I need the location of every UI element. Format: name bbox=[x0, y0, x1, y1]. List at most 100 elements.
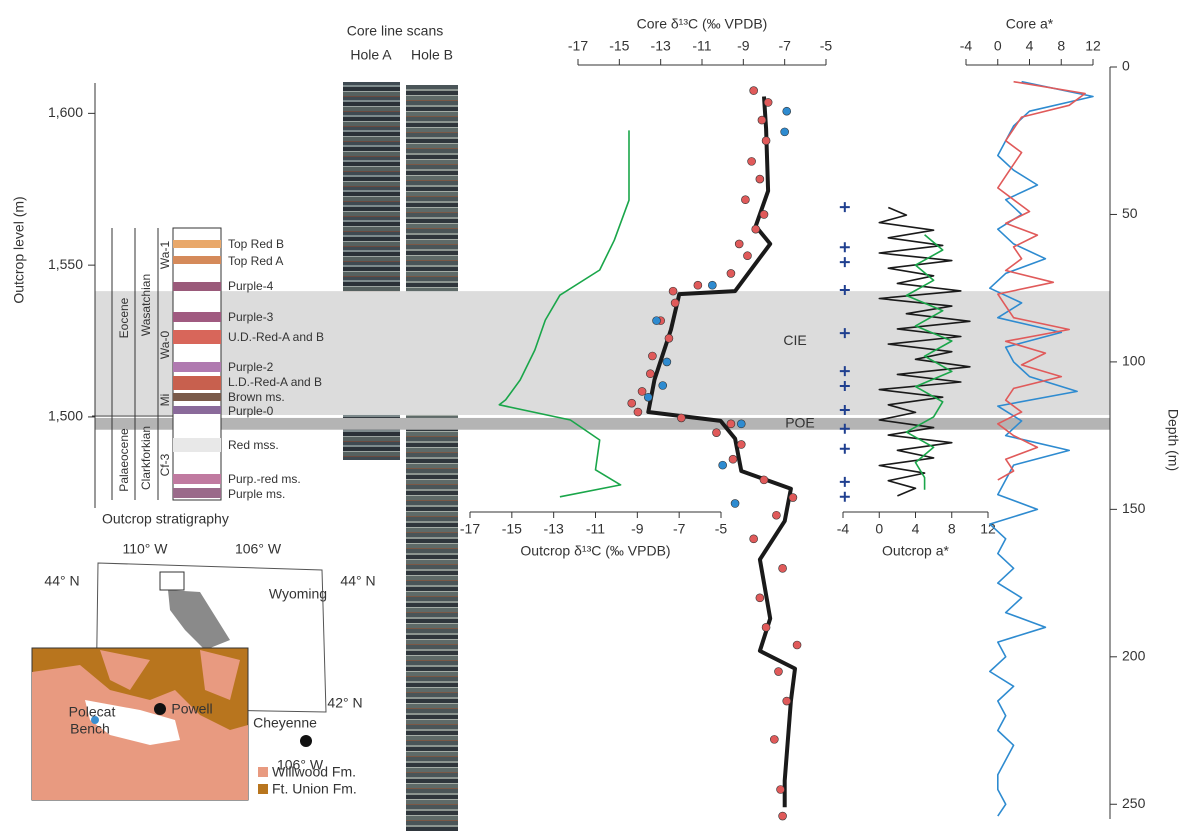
x-tick-label: -15 bbox=[609, 38, 629, 54]
sample-marker bbox=[840, 444, 850, 454]
x-tick-label: 0 bbox=[994, 38, 1002, 54]
place-label: Bench bbox=[70, 721, 110, 737]
data-point bbox=[774, 668, 782, 676]
epoch-label: Palaeocene bbox=[117, 428, 131, 492]
bed-label: Purple ms. bbox=[228, 487, 285, 501]
y-tick-label: 150 bbox=[1122, 500, 1146, 516]
x-tick-label: -7 bbox=[778, 38, 791, 54]
data-point bbox=[727, 420, 735, 428]
band-label: POE bbox=[785, 415, 815, 431]
bed-label: Purp.-red ms. bbox=[228, 472, 301, 486]
y-axis-title: Depth (m) bbox=[1165, 409, 1181, 471]
data-point bbox=[772, 511, 780, 519]
chart: Core line scans Hole A Hole B Eocene Pal… bbox=[0, 0, 1183, 831]
bed-label: U.D.-Red-A and B bbox=[228, 330, 324, 344]
data-point bbox=[748, 157, 756, 165]
data-point bbox=[671, 299, 679, 307]
y-tick-label: 1,500 bbox=[48, 408, 83, 424]
map-label: 106° W bbox=[235, 541, 282, 557]
legend-swatch bbox=[258, 784, 268, 794]
sample-marker bbox=[840, 477, 850, 487]
x-tick-label: 8 bbox=[1057, 38, 1065, 54]
x-axis-title: Core δ¹³C (‰ VPDB) bbox=[637, 16, 768, 32]
data-point bbox=[712, 429, 720, 437]
data-point bbox=[743, 252, 751, 260]
y-tick-label: 1,600 bbox=[48, 104, 83, 120]
data-point bbox=[729, 455, 737, 463]
zone-label: Wa-0 bbox=[158, 331, 172, 360]
data-point bbox=[741, 196, 749, 204]
x-axis-title: Outcrop a* bbox=[882, 543, 949, 559]
data-point bbox=[752, 225, 760, 233]
data-point bbox=[758, 116, 766, 124]
data-point bbox=[762, 623, 770, 631]
map-label: Wyoming bbox=[269, 586, 327, 602]
hole-label: Hole A bbox=[350, 47, 392, 63]
data-point bbox=[644, 393, 652, 401]
y-axis-title: Outcrop level (m) bbox=[11, 196, 27, 303]
sample-marker bbox=[840, 202, 850, 212]
data-point bbox=[783, 697, 791, 705]
data-point bbox=[779, 812, 787, 820]
data-point bbox=[737, 440, 745, 448]
x-tick-label: -17 bbox=[568, 38, 588, 54]
data-point bbox=[760, 476, 768, 484]
bed-label: Red mss. bbox=[228, 438, 279, 452]
sample-marker bbox=[840, 492, 850, 502]
bed-label: Purple-4 bbox=[228, 279, 274, 293]
x-tick-label: -4 bbox=[837, 521, 850, 537]
place-label: Cheyenne bbox=[253, 715, 317, 731]
y-tick-label: 200 bbox=[1122, 648, 1146, 664]
y-tick-label: 1,550 bbox=[48, 256, 83, 272]
scan-title: Core line scans bbox=[347, 23, 444, 39]
data-line bbox=[990, 82, 1093, 816]
data-point bbox=[727, 269, 735, 277]
data-point bbox=[634, 408, 642, 416]
x-axis-title: Core a* bbox=[1006, 16, 1054, 32]
town-marker bbox=[154, 703, 166, 715]
zone-label: Mi bbox=[158, 394, 172, 407]
data-point bbox=[731, 499, 739, 507]
x-tick-label: -15 bbox=[502, 521, 522, 537]
data-point bbox=[756, 175, 764, 183]
map-label: 44° N bbox=[340, 573, 375, 589]
data-point bbox=[694, 281, 702, 289]
stage-label: Clarkforkian bbox=[139, 426, 153, 490]
figure: Core line scans Hole A Hole B Eocene Pal… bbox=[0, 0, 1183, 831]
data-point bbox=[779, 564, 787, 572]
x-tick-label: -17 bbox=[460, 521, 480, 537]
x-tick-label: -9 bbox=[631, 521, 644, 537]
x-tick-label: 8 bbox=[948, 521, 956, 537]
bed-label: Purple-0 bbox=[228, 404, 274, 418]
data-point bbox=[760, 210, 768, 218]
x-axis-title: Outcrop δ¹³C (‰ VPDB) bbox=[520, 543, 670, 559]
data-point bbox=[669, 287, 677, 295]
x-tick-label: 12 bbox=[1085, 38, 1101, 54]
map-label: 42° N bbox=[327, 695, 362, 711]
legend-label: Ft. Union Fm. bbox=[272, 781, 357, 797]
data-line bbox=[648, 97, 795, 808]
data-point bbox=[719, 461, 727, 469]
x-tick-label: 4 bbox=[1026, 38, 1034, 54]
x-tick-label: 4 bbox=[912, 521, 920, 537]
zone-label: Cf-3 bbox=[158, 453, 172, 476]
x-tick-label: -5 bbox=[715, 521, 728, 537]
data-point bbox=[777, 786, 785, 794]
band-label: CIE bbox=[783, 332, 806, 348]
data-point bbox=[781, 128, 789, 136]
x-tick-label: -11 bbox=[692, 38, 711, 54]
data-point bbox=[783, 107, 791, 115]
place-label: Powell bbox=[171, 701, 212, 717]
zone-label: Wa-1 bbox=[158, 241, 172, 270]
town-marker bbox=[300, 735, 312, 747]
data-point bbox=[665, 334, 673, 342]
epoch-label: Eocene bbox=[117, 297, 131, 338]
data-point bbox=[750, 87, 758, 95]
bed-label: Top Red B bbox=[228, 237, 284, 251]
data-point bbox=[638, 387, 646, 395]
strat-caption: Outcrop stratigraphy bbox=[102, 511, 229, 527]
y-tick-label: 0 bbox=[1122, 58, 1130, 74]
x-tick-label: -5 bbox=[820, 38, 833, 54]
y-tick-label: 50 bbox=[1122, 205, 1138, 221]
data-point bbox=[770, 735, 778, 743]
